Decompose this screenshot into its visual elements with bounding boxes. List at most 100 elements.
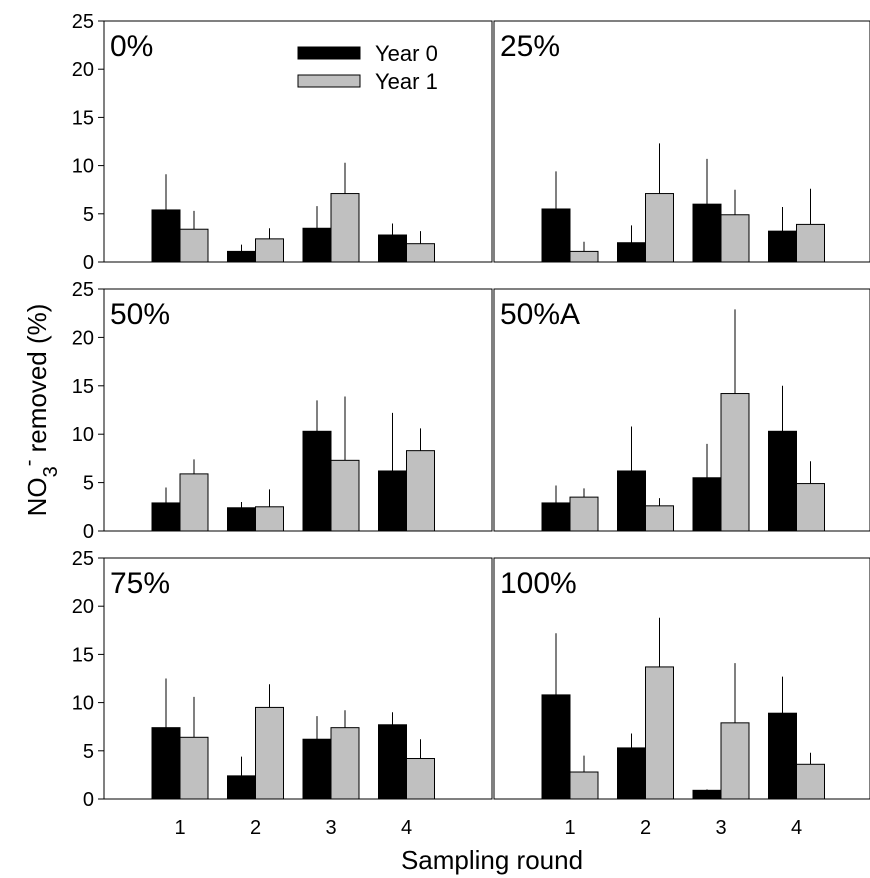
x-tick-label: 2 bbox=[250, 817, 261, 839]
panel-frame bbox=[493, 288, 870, 532]
x-tick-label: 3 bbox=[715, 817, 726, 839]
bar-year0 bbox=[227, 775, 256, 800]
bar-year0 bbox=[541, 694, 571, 800]
legend-swatch-year0 bbox=[297, 46, 361, 60]
legend-swatch-year1 bbox=[297, 74, 361, 88]
bar-year0 bbox=[541, 208, 571, 263]
bar-year0 bbox=[378, 470, 407, 532]
bar-year1 bbox=[645, 505, 674, 532]
bar-year0 bbox=[617, 747, 646, 800]
panel-5: 0 5 10 15 20 25 75% 1 2 3 4 bbox=[72, 548, 493, 839]
panel-frame bbox=[103, 557, 493, 800]
bar-year1 bbox=[796, 483, 825, 532]
bar-year1 bbox=[330, 193, 360, 263]
bar-year0 bbox=[151, 502, 181, 532]
bar-year1 bbox=[720, 393, 750, 532]
bar-year0 bbox=[617, 242, 646, 263]
y-tick-label: 0 bbox=[83, 789, 94, 811]
bar-year1 bbox=[645, 193, 674, 263]
y-tick-label: 0 bbox=[83, 521, 94, 543]
y-tick-label: 0 bbox=[83, 252, 94, 274]
bar-year1 bbox=[330, 459, 360, 532]
x-axis-title: Sampling round bbox=[401, 845, 583, 875]
bar-year0 bbox=[768, 230, 797, 263]
bar-year0 bbox=[151, 727, 181, 800]
y-tick-label: 5 bbox=[83, 741, 94, 763]
bar-year0 bbox=[378, 234, 407, 263]
bar-year1 bbox=[406, 758, 435, 800]
y-tick-label: 10 bbox=[72, 693, 94, 715]
bar-year1 bbox=[569, 771, 599, 800]
legend-label: Year 0 bbox=[375, 41, 438, 66]
x-tick-label: 4 bbox=[791, 817, 802, 839]
legend-label: Year 1 bbox=[375, 69, 438, 94]
legend: Year 0 Year 1 bbox=[297, 41, 438, 94]
panel-label: 50% bbox=[110, 298, 170, 331]
panel-frame bbox=[103, 20, 493, 263]
bar-year0 bbox=[617, 470, 646, 532]
panel-label: 25% bbox=[500, 30, 560, 63]
panel-label: 50%A bbox=[500, 298, 580, 331]
y-tick-label: 15 bbox=[72, 107, 94, 129]
panel-1: 0 5 10 15 20 25 0% bbox=[72, 11, 493, 274]
bar-year1 bbox=[255, 706, 284, 800]
panel-frame bbox=[493, 557, 870, 800]
bar-year0 bbox=[692, 203, 722, 263]
panel-3: 0 5 10 15 20 25 50% bbox=[72, 279, 493, 543]
x-tick-label: 3 bbox=[325, 817, 336, 839]
bar-year1 bbox=[179, 228, 209, 263]
y-tick-label: 15 bbox=[72, 376, 94, 398]
bar-year0 bbox=[302, 738, 332, 800]
panel-frame bbox=[493, 20, 870, 263]
panel-6: 100% 1 2 3 4 bbox=[493, 557, 870, 839]
y-tick-label: 5 bbox=[83, 473, 94, 495]
bar-year1 bbox=[406, 450, 435, 532]
bar-year1 bbox=[255, 238, 284, 263]
bar-year1 bbox=[179, 473, 209, 532]
bar-year1 bbox=[179, 736, 209, 800]
y-axis-title-sub: 3 bbox=[40, 466, 62, 477]
panel-2: 25% bbox=[493, 20, 870, 263]
x-tick-label: 1 bbox=[564, 817, 575, 839]
y-tick-label: 20 bbox=[72, 59, 94, 81]
panel-4: 50%A bbox=[493, 288, 870, 532]
bar-year0 bbox=[768, 430, 797, 532]
panel-label: 0% bbox=[110, 30, 153, 63]
y-tick-label: 20 bbox=[72, 327, 94, 349]
panel-label: 100% bbox=[500, 567, 577, 600]
y-axis-title-rest: removed (%) bbox=[22, 304, 52, 460]
bar-year1 bbox=[720, 214, 750, 263]
y-tick-label: 20 bbox=[72, 596, 94, 618]
bar-year1 bbox=[796, 763, 825, 800]
bar-year1 bbox=[645, 666, 674, 800]
bar-year0 bbox=[227, 250, 256, 263]
y-tick-label: 25 bbox=[72, 279, 94, 301]
bar-year0 bbox=[692, 789, 722, 800]
y-axis-title-sup: - bbox=[18, 460, 40, 467]
y-tick-label: 25 bbox=[72, 548, 94, 570]
bar-year0 bbox=[541, 502, 571, 532]
y-axis-title: NO3- removed (%) bbox=[18, 304, 62, 517]
x-tick-label: 4 bbox=[401, 817, 412, 839]
panel-frame bbox=[103, 288, 493, 532]
x-tick-label: 1 bbox=[174, 817, 185, 839]
y-tick-label: 10 bbox=[72, 424, 94, 446]
bar-year1 bbox=[720, 722, 750, 800]
x-tick-label: 2 bbox=[640, 817, 651, 839]
y-tick-label: 15 bbox=[72, 644, 94, 666]
y-tick-label: 10 bbox=[72, 156, 94, 178]
bar-year0 bbox=[692, 477, 722, 532]
bar-year0 bbox=[378, 724, 407, 800]
bar-year0 bbox=[227, 507, 256, 532]
bar-year1 bbox=[406, 243, 435, 263]
panel-label: 75% bbox=[110, 567, 170, 600]
bar-year1 bbox=[255, 506, 284, 532]
bar-year1 bbox=[569, 250, 599, 263]
y-tick-label: 5 bbox=[83, 204, 94, 226]
bar-year1 bbox=[796, 223, 825, 263]
bar-year0 bbox=[151, 209, 181, 263]
bar-year0 bbox=[302, 227, 332, 263]
bar-year0 bbox=[768, 712, 797, 800]
